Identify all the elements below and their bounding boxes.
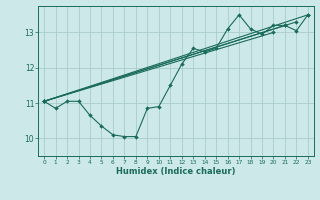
X-axis label: Humidex (Indice chaleur): Humidex (Indice chaleur) xyxy=(116,167,236,176)
